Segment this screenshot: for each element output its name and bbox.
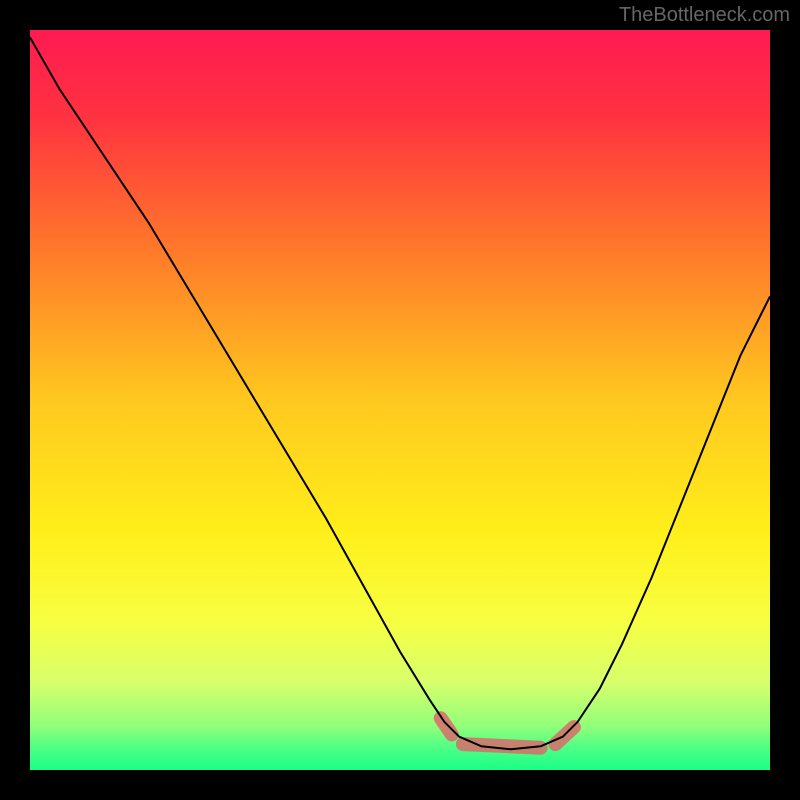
plot-background xyxy=(30,30,770,770)
watermark-text: TheBottleneck.com xyxy=(619,4,790,27)
chart-container: TheBottleneck.com xyxy=(0,0,800,800)
bottleneck-curve-chart xyxy=(0,0,800,800)
